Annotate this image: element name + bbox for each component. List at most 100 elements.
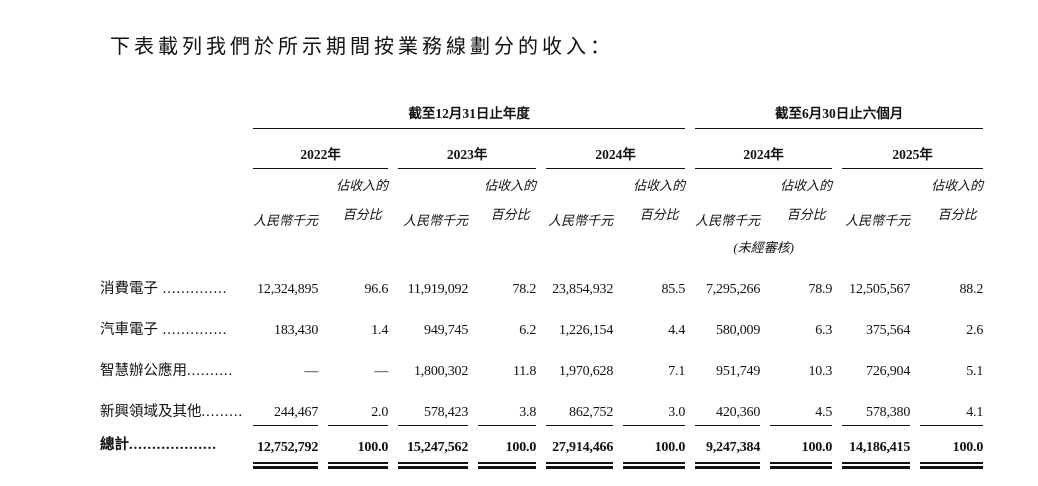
total-amount: 14,186,415 — [842, 425, 910, 469]
total-amount: 27,914,466 — [546, 425, 613, 469]
amount-header: 人民幣千元 — [253, 213, 319, 228]
total-percent: 100.0 — [920, 425, 983, 469]
cell-percent: 96.6 — [364, 282, 389, 297]
page-title: 下表載列我們於所示期間按業務線劃分的收入： — [110, 36, 614, 58]
percent-header-line2: 百分比 — [342, 207, 382, 222]
cell-percent: 3.8 — [519, 405, 537, 420]
revenue-by-business-line-table: 截至12月31日止年度 截至6月30日止六個月 2022年 2023年 2024… — [90, 95, 993, 469]
cell-percent: 4.5 — [815, 405, 833, 420]
cell-amount: 11,919,092 — [407, 282, 469, 297]
table-row-total: 總計................... 12,752,792 100.0 1… — [100, 425, 983, 469]
cell-percent: 78.9 — [808, 282, 833, 297]
percent-header-line1: 佔收入的 — [336, 178, 389, 193]
percent-header: 佔收入的 百分比 — [770, 169, 832, 231]
year-header-2023: 2023年 — [398, 129, 537, 169]
unaudited-row: (未經審核) — [100, 231, 983, 261]
cell-amount: 726,904 — [866, 364, 911, 379]
total-percent: 100.0 — [623, 425, 685, 469]
row-label: 汽車電子 .............. — [100, 322, 228, 338]
percent-header-line2: 百分比 — [490, 207, 530, 222]
dot-leader: .............. — [158, 322, 228, 338]
percent-header-line1: 佔收入的 — [633, 178, 686, 193]
percent-header: 佔收入的 百分比 — [328, 169, 388, 231]
spacer-cell — [100, 231, 243, 261]
cell-amount: 951,749 — [716, 364, 761, 379]
spacer-cell — [398, 231, 536, 261]
amount-header: 人民幣千元 — [548, 213, 614, 228]
row-label: 智慧辦公應用.......... — [100, 363, 234, 379]
cell-percent: 10.3 — [808, 364, 833, 379]
spacer-cell — [100, 95, 243, 129]
spacer-cell — [100, 169, 243, 231]
spacer-cell — [842, 231, 983, 261]
year-header-2022: 2022年 — [253, 129, 389, 169]
cell-percent: 85.5 — [661, 282, 686, 297]
cell-amount: 1,970,628 — [558, 364, 614, 379]
group-header-interim: 截至6月30日止六個月 — [695, 95, 984, 129]
cell-percent: 4.4 — [668, 323, 686, 338]
cell-amount: 580,009 — [716, 323, 761, 338]
amount-header: 人民幣千元 — [845, 213, 911, 228]
cell-percent: 78.2 — [512, 282, 537, 297]
total-amount: 12,752,792 — [253, 425, 318, 469]
cell-percent: 11.8 — [512, 364, 537, 379]
group-header-annual: 截至12月31日止年度 — [253, 95, 686, 129]
cell-percent: 3.0 — [668, 405, 686, 420]
cell-amount: 420,360 — [716, 405, 761, 420]
table-row-consumer-electronics: 消費電子 .............. 12,324,895 96.6 11,9… — [100, 261, 983, 302]
year-header-2025-interim: 2025年 — [842, 129, 984, 169]
percent-header-line2: 百分比 — [639, 207, 679, 222]
cell-percent: — — [374, 364, 389, 379]
cell-percent: 6.2 — [519, 323, 537, 338]
total-percent: 100.0 — [770, 425, 832, 469]
row-label: 消費電子 .............. — [100, 281, 228, 297]
cell-amount: 578,380 — [866, 405, 911, 420]
cell-amount: 1,800,302 — [413, 364, 469, 379]
cell-percent: 88.2 — [959, 282, 984, 297]
year-header-row: 2022年 2023年 2024年 2024年 2025年 — [100, 129, 984, 169]
cell-percent: 7.1 — [668, 364, 686, 379]
year-header-2024: 2024年 — [546, 129, 686, 169]
total-percent: 100.0 — [328, 425, 388, 469]
cell-amount: 1,226,154 — [558, 323, 614, 338]
year-header-2024-interim: 2024年 — [695, 129, 833, 169]
cell-percent: 4.1 — [966, 405, 984, 420]
spacer-cell — [100, 129, 243, 169]
cell-percent: 6.3 — [815, 323, 833, 338]
cell-amount: 183,430 — [274, 323, 319, 338]
cell-percent: 2.0 — [371, 405, 389, 420]
subheader-row: 人民幣千元 佔收入的 百分比 人民幣千元 佔收入的 百分比 人民幣千元 佔收入的 百分… — [100, 169, 983, 231]
percent-header: 佔收入的 百分比 — [478, 169, 536, 231]
amount-header: 人民幣千元 — [403, 213, 469, 228]
total-amount: 9,247,384 — [695, 425, 760, 469]
percent-header-line1: 佔收入的 — [931, 178, 984, 193]
cell-amount: 23,854,932 — [552, 282, 614, 297]
dot-leader: ................... — [129, 437, 217, 453]
total-row-label: 總計................... — [100, 437, 217, 453]
table-row-emerging-fields-others: 新興領域及其他......... 244,467 2.0 578,423 3.8… — [100, 384, 983, 425]
cell-amount: 949,745 — [424, 323, 469, 338]
group-header-row: 截至12月31日止年度 截至6月30日止六個月 — [100, 95, 984, 129]
cell-amount: — — [304, 364, 319, 379]
cell-amount: 375,564 — [866, 323, 911, 338]
cell-percent: 1.4 — [371, 323, 389, 338]
dot-leader: .............. — [158, 281, 228, 297]
cell-amount: 12,324,895 — [257, 282, 319, 297]
spacer-cell — [253, 231, 388, 261]
cell-amount: 7,295,266 — [705, 282, 761, 297]
percent-header-line1: 佔收入的 — [484, 178, 537, 193]
cell-amount: 862,752 — [569, 405, 614, 420]
percent-header: 佔收入的 百分比 — [920, 169, 983, 231]
cell-amount: 578,423 — [424, 405, 469, 420]
cell-amount: 12,505,567 — [849, 282, 911, 297]
cell-percent: 5.1 — [966, 364, 984, 379]
dot-leader: .......... — [187, 363, 234, 379]
percent-header-line2: 百分比 — [937, 207, 977, 222]
total-amount: 15,247,562 — [398, 425, 468, 469]
unaudited-note: (未經審核) — [733, 239, 794, 255]
table-row-automotive-electronics: 汽車電子 .............. 183,430 1.4 949,745 … — [100, 302, 983, 343]
dot-leader: ......... — [201, 404, 244, 420]
spacer-cell — [546, 231, 685, 261]
amount-header: 人民幣千元 — [695, 213, 761, 228]
percent-header-line2: 百分比 — [786, 207, 826, 222]
